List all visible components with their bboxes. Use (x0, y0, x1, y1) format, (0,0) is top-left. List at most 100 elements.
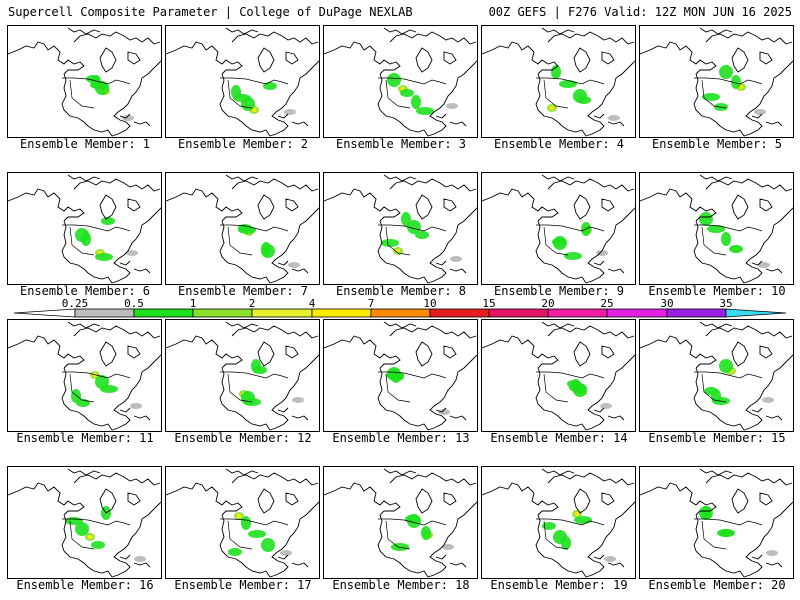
country-border (536, 77, 605, 109)
scp-shading (704, 387, 718, 395)
colorbar-segment (666, 308, 727, 318)
scp-shading-core (549, 106, 555, 110)
scp-shading (261, 538, 275, 552)
country-border (378, 77, 447, 109)
colorbar-tick-label: 0.5 (124, 297, 144, 310)
scp-shading-core (395, 249, 401, 253)
colorbar-tick-label: 2 (249, 297, 256, 310)
scp-shading-low (600, 403, 612, 409)
ensemble-member-label: Ensemble Member: 1 (19, 137, 151, 151)
country-border (62, 224, 131, 256)
scp-shading (390, 373, 404, 381)
north-america-map (482, 321, 635, 431)
scp-shading-low (442, 544, 454, 550)
ensemble-map-panel (323, 319, 478, 432)
coastline (482, 27, 635, 137)
scp-shading (416, 107, 434, 115)
scp-shading (65, 517, 83, 525)
ensemble-map-panel (481, 172, 636, 285)
ensemble-member-label: Ensemble Member: 5 (651, 137, 783, 151)
country-border (220, 77, 289, 109)
scp-shading (400, 89, 414, 97)
scp-shading (577, 96, 591, 104)
north-america-map (482, 174, 635, 284)
north-america-map (8, 468, 161, 578)
colorbar-segment (74, 308, 135, 318)
scp-shading-core (87, 535, 93, 539)
ensemble-map-panel (7, 172, 162, 285)
scp-shading (719, 529, 733, 537)
ensemble-member-label: Ensemble Member: 6 (19, 284, 151, 298)
coastline (8, 174, 161, 284)
scp-shading-core (574, 512, 580, 516)
colorbar-segment (370, 308, 431, 318)
scp-shading (387, 73, 401, 87)
colorbar-segment (311, 308, 372, 318)
coastline (324, 321, 477, 431)
ensemble-member-label: Ensemble Member: 9 (493, 284, 625, 298)
colorbar-segment (192, 308, 253, 318)
country-border (378, 371, 447, 403)
scp-shading-low (754, 109, 766, 115)
ensemble-map-panel (323, 25, 478, 138)
colorbar-segment (547, 308, 608, 318)
coastline (166, 468, 319, 578)
scp-shading-low (608, 115, 620, 121)
scp-shading-low (280, 550, 292, 556)
country-border (378, 518, 447, 550)
ensemble-map-panel (165, 172, 320, 285)
ensemble-member-label: Ensemble Member: 4 (493, 137, 625, 151)
ensemble-member-label: Ensemble Member: 14 (490, 431, 628, 445)
scp-shading (101, 217, 115, 225)
coastline (482, 174, 635, 284)
colorbar-segment (488, 308, 549, 318)
scp-shading (263, 82, 277, 90)
country-border (62, 518, 131, 550)
scp-shading (411, 95, 421, 109)
ensemble-map-panel (481, 466, 636, 579)
coastline (166, 321, 319, 431)
ensemble-member-label: Ensemble Member: 2 (177, 137, 309, 151)
colorbar-segment (251, 308, 313, 318)
ensemble-member-label: Ensemble Member: 19 (490, 578, 628, 592)
north-america-map (640, 321, 793, 431)
scp-shading (261, 242, 271, 256)
coastline (8, 321, 161, 431)
coastline (324, 27, 477, 137)
north-america-map (8, 27, 161, 137)
north-america-map (482, 468, 635, 578)
ensemble-map-panel (165, 466, 320, 579)
ensemble-map-panel (323, 172, 478, 285)
scp-shading (75, 522, 89, 536)
scp-shading-low (134, 556, 146, 562)
header-valid-time: 00Z GEFS | F276 Valid: 12Z MON JUN 16 20… (488, 5, 792, 19)
coastline (8, 468, 161, 578)
north-america-map (640, 174, 793, 284)
ensemble-map-panel (165, 319, 320, 432)
scp-shading (381, 239, 399, 247)
ensemble-member-label: Ensemble Member: 20 (648, 578, 786, 592)
scp-shading (552, 238, 566, 246)
scp-shading (401, 212, 411, 226)
scp-shading (564, 252, 582, 260)
country-border (378, 224, 447, 256)
ensemble-map-panel (639, 319, 794, 432)
ensemble-member-label: Ensemble Member: 15 (648, 431, 786, 445)
scp-shading (731, 75, 741, 89)
colorbar-tick-label: 30 (660, 297, 673, 310)
ensemble-map-panel (481, 25, 636, 138)
north-america-map (640, 27, 793, 137)
scp-shading (561, 536, 571, 550)
scp-shading (699, 212, 713, 226)
ensemble-map-panel (7, 25, 162, 138)
scp-shading (701, 506, 711, 520)
north-america-map (166, 321, 319, 431)
colorbar-tick-label: 0.25 (62, 297, 89, 310)
country-border (694, 77, 763, 109)
coastline (324, 174, 477, 284)
country-border (536, 518, 605, 550)
colorbar-segment (606, 308, 668, 318)
north-america-map (166, 27, 319, 137)
scp-shading (91, 541, 105, 549)
country-border (220, 518, 289, 550)
